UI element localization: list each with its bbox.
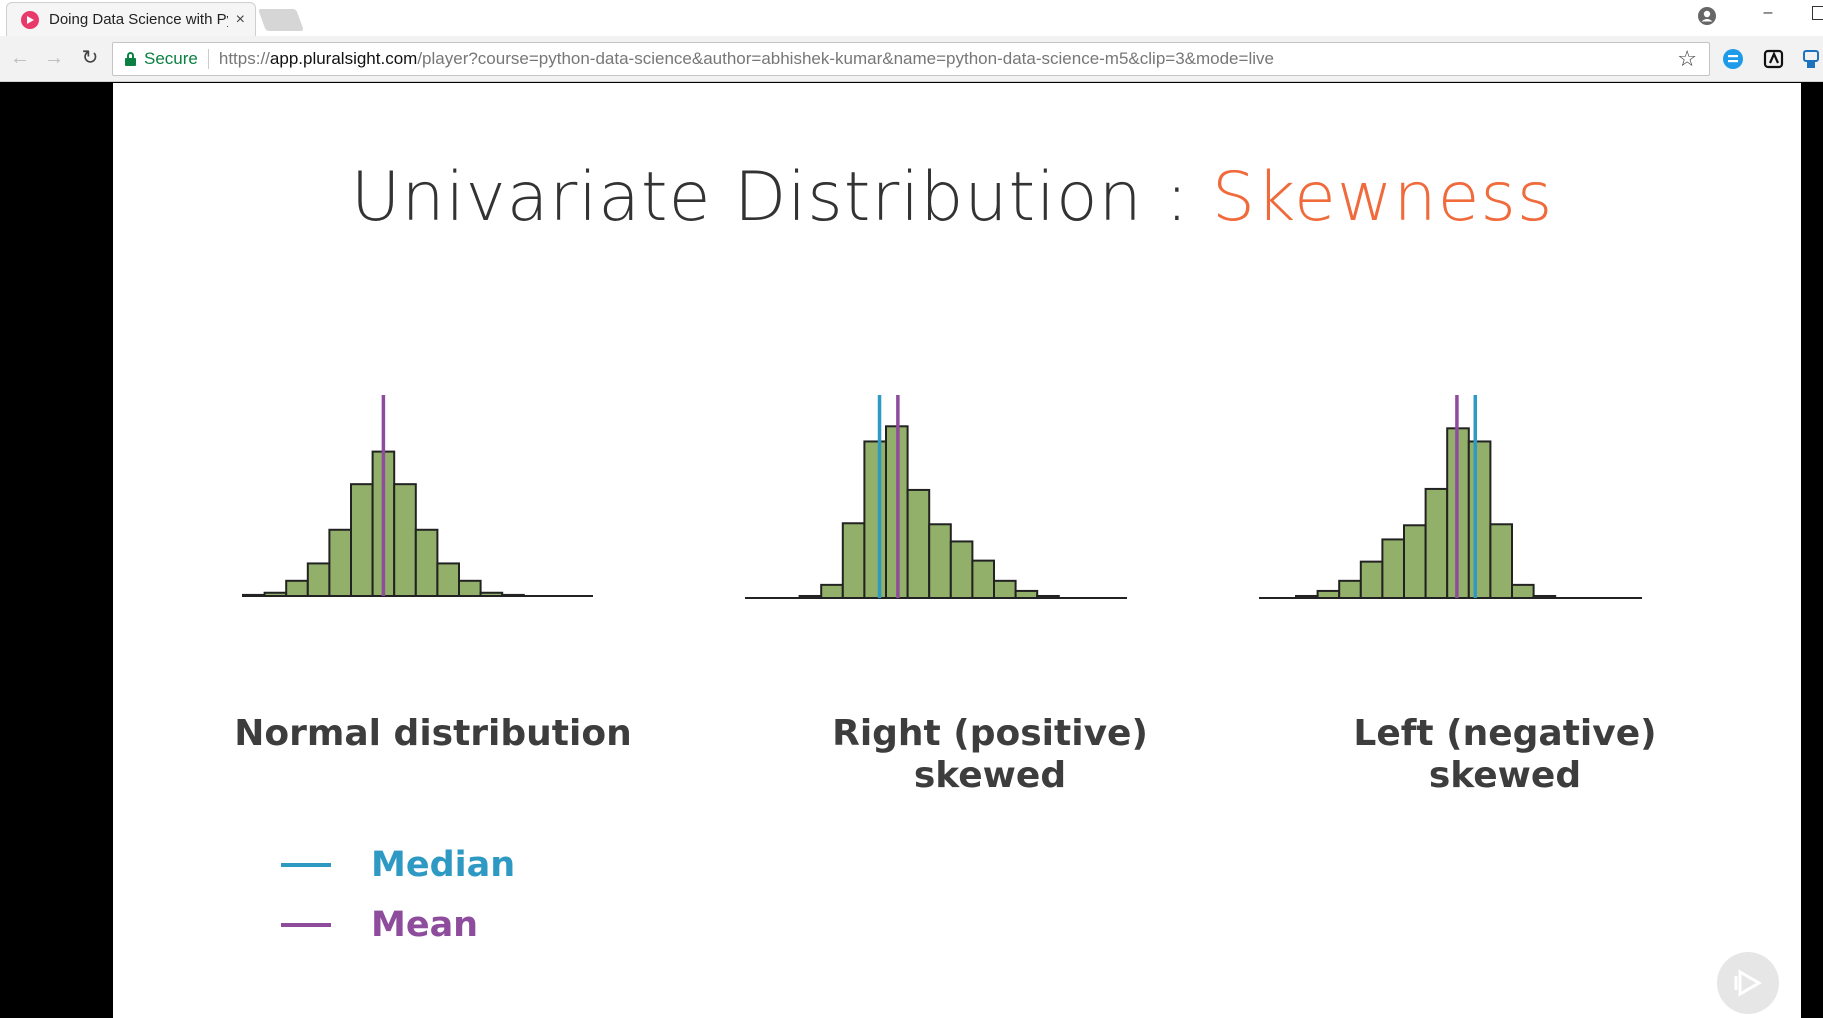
histogram-bar bbox=[306, 562, 331, 597]
url-host: app.pluralsight.com bbox=[269, 49, 418, 68]
histogram-bar bbox=[1489, 523, 1514, 599]
histogram-bar bbox=[1036, 594, 1060, 599]
back-icon[interactable]: ← bbox=[10, 47, 30, 69]
histogram-bar bbox=[971, 559, 996, 600]
extension-icon[interactable] bbox=[1763, 48, 1785, 70]
histogram-bar bbox=[328, 528, 352, 597]
minimize-icon[interactable]: – bbox=[1763, 4, 1773, 21]
star-icon[interactable]: ☆ bbox=[1677, 46, 1697, 71]
histogram-right-skewed bbox=[745, 395, 1127, 600]
histogram-bar bbox=[501, 593, 525, 597]
histogram-bar bbox=[1359, 560, 1384, 600]
histogram-bar bbox=[820, 583, 844, 599]
legend-mean-swatch bbox=[281, 923, 331, 927]
histogram-bar bbox=[1403, 524, 1427, 599]
histogram-bar bbox=[1532, 594, 1557, 599]
histogram-left-skewed bbox=[1259, 395, 1642, 600]
close-icon[interactable]: × bbox=[235, 10, 245, 28]
url-text[interactable]: https://app.pluralsight.com/player?cours… bbox=[219, 49, 1677, 69]
caption-left-line2: skewed bbox=[1428, 755, 1582, 796]
maximize-icon[interactable] bbox=[1812, 6, 1823, 20]
histogram-bar bbox=[479, 591, 504, 598]
tab-strip: Doing Data Science with Python × – bbox=[0, 0, 1823, 36]
legend-median-swatch bbox=[281, 863, 331, 867]
histogram-bar bbox=[798, 594, 823, 599]
favicon-icon bbox=[21, 10, 39, 29]
tab-title: Doing Data Science with Python bbox=[49, 11, 228, 28]
histogram-bar bbox=[906, 488, 931, 599]
histogram-bar bbox=[863, 440, 888, 600]
histogram-bar bbox=[285, 579, 309, 597]
legend-mean-label: Mean bbox=[371, 905, 479, 945]
reload-icon[interactable]: ↻ bbox=[81, 47, 99, 69]
caption-left-line1: Left (negative) bbox=[1353, 713, 1657, 754]
forward-icon[interactable]: → bbox=[44, 47, 64, 69]
histogram-bar bbox=[1381, 538, 1406, 600]
legend-mean: Mean bbox=[281, 905, 478, 945]
histogram-bar bbox=[393, 483, 417, 597]
caption-left-skewed: Left (negative) skewed bbox=[1285, 713, 1725, 797]
histogram-bar bbox=[1424, 487, 1449, 600]
histogram-bar bbox=[949, 540, 974, 600]
extension-icon[interactable] bbox=[1801, 48, 1823, 70]
caption-normal-text: Normal distribution bbox=[234, 713, 632, 754]
histogram-bar bbox=[1511, 583, 1535, 599]
lock-icon bbox=[125, 52, 136, 66]
caption-right-line2: skewed bbox=[913, 755, 1067, 796]
histogram-normal bbox=[242, 395, 593, 598]
histogram-bar bbox=[1338, 579, 1362, 599]
histogram-bar bbox=[263, 591, 288, 598]
tab-active[interactable]: Doing Data Science with Python × bbox=[6, 2, 256, 36]
legend-median: Median bbox=[281, 845, 515, 885]
url-path: /player?course=python-data-science&autho… bbox=[417, 49, 1274, 68]
extension-icon[interactable] bbox=[1722, 48, 1744, 70]
histogram-bar bbox=[841, 522, 866, 600]
caption-normal: Normal distribution bbox=[233, 713, 633, 755]
secure-label: Secure bbox=[144, 49, 198, 68]
slide-title: Univariate Distribution : Skewness bbox=[113, 158, 1791, 237]
histogram-bar bbox=[928, 523, 952, 599]
omnibox-divider bbox=[207, 49, 209, 69]
histogram-bar bbox=[414, 528, 439, 597]
url-scheme: https:// bbox=[218, 49, 270, 68]
caption-right-line1: Right (positive) bbox=[832, 713, 1148, 754]
caption-right-skewed: Right (positive) skewed bbox=[770, 713, 1210, 797]
slide: Univariate Distribution : Skewness Norma… bbox=[113, 83, 1801, 1018]
histogram-bar bbox=[1316, 589, 1341, 599]
title-main: Univariate Distribution : bbox=[350, 158, 1212, 237]
histogram-bar bbox=[1014, 589, 1039, 599]
address-bar[interactable]: Secure https://app.pluralsight.com/playe… bbox=[112, 42, 1710, 76]
histogram-bar bbox=[242, 593, 266, 597]
legend-median-label: Median bbox=[371, 845, 516, 885]
histogram-bar bbox=[436, 562, 460, 597]
new-tab-button[interactable] bbox=[257, 9, 305, 31]
histogram-bar bbox=[1295, 594, 1319, 599]
histogram-bar bbox=[1467, 440, 1492, 600]
account-icon[interactable] bbox=[1697, 6, 1717, 26]
play-icon[interactable] bbox=[1717, 952, 1779, 1014]
histogram-bar bbox=[350, 483, 374, 597]
title-accent: Skewness bbox=[1211, 158, 1554, 237]
histogram-bar bbox=[458, 579, 482, 597]
browser-toolbar: ← → ↻ Secure https://app.pluralsight.com… bbox=[0, 36, 1823, 82]
histogram-charts bbox=[242, 395, 1642, 600]
page-viewport: Univariate Distribution : Skewness Norma… bbox=[0, 83, 1823, 1018]
histogram-bar bbox=[993, 579, 1017, 599]
